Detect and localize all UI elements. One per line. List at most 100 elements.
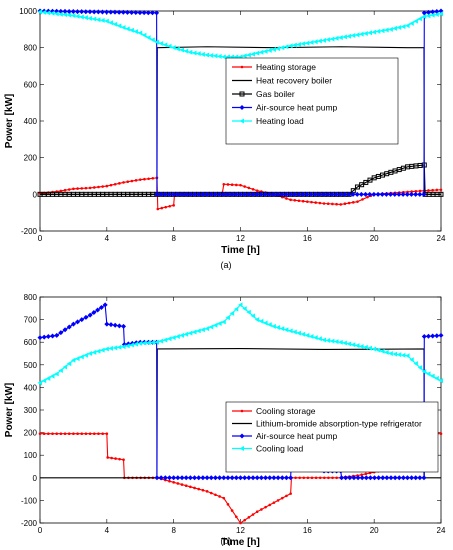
data-point (67, 432, 71, 436)
data-point (97, 432, 100, 436)
data-point (434, 333, 440, 339)
data-point (146, 35, 151, 41)
data-point (109, 183, 113, 187)
x-tick-label: 12 (236, 526, 245, 535)
data-point (200, 51, 205, 57)
data-point (238, 475, 243, 481)
data-point (72, 432, 75, 436)
x-axis-label: Time [h] (221, 245, 260, 256)
data-point (271, 191, 277, 197)
data-point (204, 191, 210, 197)
data-point (380, 348, 385, 354)
data-point (239, 433, 245, 439)
data-point (414, 189, 418, 193)
data-point (363, 344, 368, 350)
data-point (384, 349, 389, 355)
data-point (221, 54, 226, 60)
data-point (143, 177, 146, 181)
data-point (63, 432, 67, 436)
data-point (137, 340, 143, 346)
data-point (289, 492, 292, 495)
legend-box (225, 57, 399, 145)
data-point (184, 484, 188, 488)
data-point (166, 43, 172, 49)
data-point (168, 204, 171, 208)
data-point (263, 475, 269, 481)
data-point (217, 321, 222, 327)
data-point (354, 343, 360, 349)
data-point (179, 47, 185, 53)
data-point (79, 9, 85, 15)
data-point (95, 348, 101, 354)
data-point (212, 322, 218, 328)
data-point (87, 351, 93, 356)
data-point (229, 475, 235, 481)
data-point (59, 189, 63, 193)
data-point (251, 187, 255, 191)
data-point (321, 37, 327, 43)
data-point (204, 52, 210, 58)
data-point (41, 9, 47, 15)
data-point (392, 25, 398, 31)
data-point (147, 177, 150, 181)
data-point (158, 475, 164, 481)
data-point (59, 432, 63, 436)
data-point (137, 10, 143, 16)
data-point (283, 191, 289, 197)
data-point (154, 475, 160, 481)
data-point (335, 202, 338, 206)
data-point (154, 10, 160, 16)
data-point (122, 458, 125, 462)
data-point (138, 178, 142, 181)
data-point (156, 207, 160, 211)
data-point (66, 8, 72, 14)
data-point (50, 333, 56, 339)
data-point (343, 475, 349, 481)
data-point (430, 333, 436, 339)
data-point (66, 324, 72, 330)
data-point (254, 191, 260, 197)
data-point (164, 205, 168, 209)
data-point (275, 46, 281, 52)
data-point (179, 475, 185, 481)
data-point (276, 499, 280, 502)
data-point (93, 186, 96, 189)
data-point (313, 39, 318, 45)
data-point (141, 32, 147, 38)
chart-panel-b: 0 4 8 12 16 20 24 -200 -100 0 100 200 300 400 500 600 70… (4, 293, 446, 548)
data-point (343, 202, 347, 206)
data-point (427, 189, 430, 192)
data-point (254, 475, 260, 481)
data-point (250, 51, 256, 57)
data-point (289, 198, 292, 202)
data-point (200, 475, 206, 481)
data-point (101, 432, 104, 436)
data-point (104, 9, 110, 15)
data-point (75, 319, 81, 325)
data-point (54, 11, 59, 17)
data-point (246, 475, 252, 481)
data-point (187, 191, 193, 197)
data-point (112, 21, 118, 27)
data-point (197, 487, 201, 491)
y-tick-label: 400 (24, 117, 38, 126)
data-point (58, 367, 63, 373)
data-point (350, 191, 356, 197)
data-point (93, 432, 96, 436)
data-point (222, 182, 226, 186)
data-point (121, 323, 127, 329)
data-point (225, 315, 230, 321)
x-tick-label: 16 (303, 234, 312, 243)
data-point (271, 323, 276, 329)
data-point (371, 29, 377, 35)
data-point (361, 198, 364, 201)
data-point (417, 475, 423, 481)
data-point (80, 432, 84, 436)
data-point (83, 352, 88, 358)
data-point (372, 475, 378, 481)
data-point (329, 338, 335, 344)
data-point (334, 35, 339, 41)
data-point (183, 48, 189, 54)
data-point (235, 515, 238, 519)
data-point (217, 475, 223, 481)
